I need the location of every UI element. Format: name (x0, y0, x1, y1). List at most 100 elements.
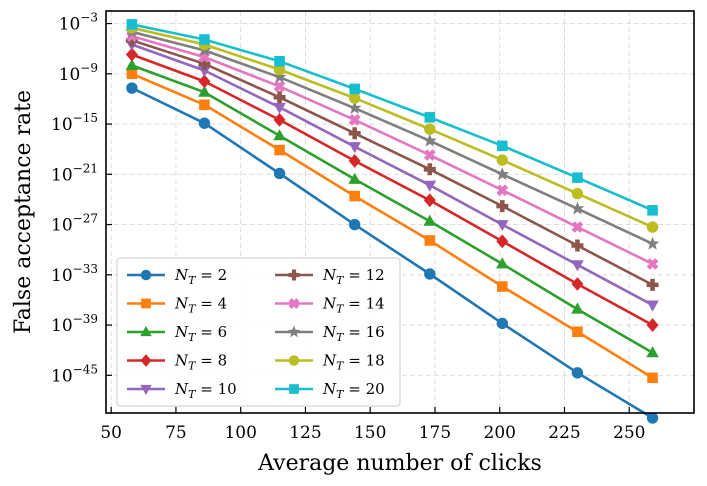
legend-entry: NT = 14 (275, 295, 385, 316)
data-point (424, 112, 436, 123)
data-point (423, 214, 437, 226)
series-line (131, 39, 654, 287)
data-point (347, 100, 362, 114)
data-point (349, 83, 360, 95)
data-point (423, 180, 437, 192)
data-point (198, 85, 211, 97)
data-point (646, 258, 659, 270)
x-axis-label: Average number of clicks (257, 451, 542, 476)
data-point (424, 268, 436, 280)
x-tick-label: 50 (100, 423, 122, 443)
x-tick-label: 125 (289, 423, 321, 443)
data-point (424, 235, 436, 246)
data-point (348, 92, 361, 104)
data-point (646, 412, 659, 424)
legend-entry: NT = 12 (275, 266, 385, 287)
data-point (348, 114, 361, 126)
data-point (571, 260, 584, 272)
legend-label: NT = 12 (322, 266, 385, 287)
data-point (273, 102, 286, 114)
data-point (571, 302, 584, 314)
data-point (647, 372, 658, 384)
series-nt-6 (125, 58, 659, 358)
legend-entry: NT = 18 (275, 352, 385, 373)
data-point (423, 149, 436, 161)
data-point (496, 234, 509, 249)
data-point (572, 326, 583, 338)
y-tick-label: 10−3 (59, 11, 98, 35)
data-point (274, 144, 285, 156)
legend-label: NT = 16 (322, 323, 385, 344)
data-point (496, 257, 509, 269)
data-point (349, 190, 360, 202)
series-line (131, 23, 654, 212)
data-point (198, 57, 211, 70)
data-point (348, 218, 361, 231)
data-point (125, 34, 138, 47)
data-point (199, 99, 210, 111)
data-point (422, 133, 437, 147)
data-point (647, 205, 658, 216)
series-nt-20 (126, 19, 658, 216)
data-point (348, 142, 361, 154)
data-point (645, 236, 660, 250)
y-tick-label: 10−33 (51, 262, 98, 286)
series-line (131, 34, 654, 266)
y-axis-label: False acceptance rate (11, 90, 36, 334)
data-point (496, 220, 509, 232)
series-nt-4 (126, 68, 658, 384)
data-point (646, 300, 659, 312)
y-tick-label: 10−39 (51, 312, 98, 336)
data-point (126, 19, 138, 30)
data-point (348, 172, 361, 184)
data-point (198, 117, 211, 129)
legend-entry: NT = 6 (127, 323, 227, 344)
legend-entry: NT = 20 (275, 380, 385, 401)
series-layer (125, 19, 660, 424)
legend-marker (287, 325, 301, 338)
series-nt-8 (125, 47, 659, 332)
legend-box (116, 257, 401, 407)
data-point (571, 187, 584, 200)
data-point (273, 112, 286, 127)
legend-marker (141, 298, 151, 309)
data-point (646, 346, 659, 358)
x-tick-label: 250 (613, 423, 645, 443)
legend-entry: NT = 10 (127, 380, 237, 401)
legend-marker (140, 354, 152, 367)
y-tick-label: 10−21 (51, 161, 98, 185)
data-point (125, 58, 139, 70)
y-axis: 10−3 10−9 10−15 10−21 10−27 10−33 10−39 10−45 (51, 11, 112, 386)
data-point (273, 91, 286, 104)
data-point (570, 201, 585, 215)
legend-entry: NT = 4 (127, 295, 227, 316)
legend-marker (288, 298, 300, 309)
legend-entry: NT = 2 (127, 266, 227, 287)
legend-label: NT = 4 (174, 295, 227, 316)
data-point (274, 55, 285, 67)
data-point (571, 277, 584, 291)
data-point (424, 123, 436, 135)
data-point (423, 163, 436, 176)
series-line (131, 43, 654, 307)
legend-label: NT = 10 (174, 380, 237, 401)
data-point (646, 278, 659, 291)
y-tick-label: 10−15 (51, 111, 98, 135)
data-point (125, 47, 138, 62)
data-point (273, 63, 286, 76)
data-point (496, 317, 509, 330)
legend-label: NT = 2 (174, 266, 227, 287)
data-point (199, 34, 210, 45)
series-line (131, 64, 654, 354)
x-axis: 50 75 100 125 150 175 200 225 250 (100, 407, 645, 443)
series-line (131, 53, 654, 327)
series-nt-12 (125, 34, 659, 291)
data-point (496, 200, 509, 213)
legend-marker (140, 325, 152, 337)
legend-marker (140, 384, 152, 396)
data-point (273, 129, 286, 141)
legend-marker (289, 384, 299, 394)
data-point (126, 68, 138, 80)
y-tick-label: 10−9 (59, 61, 98, 85)
